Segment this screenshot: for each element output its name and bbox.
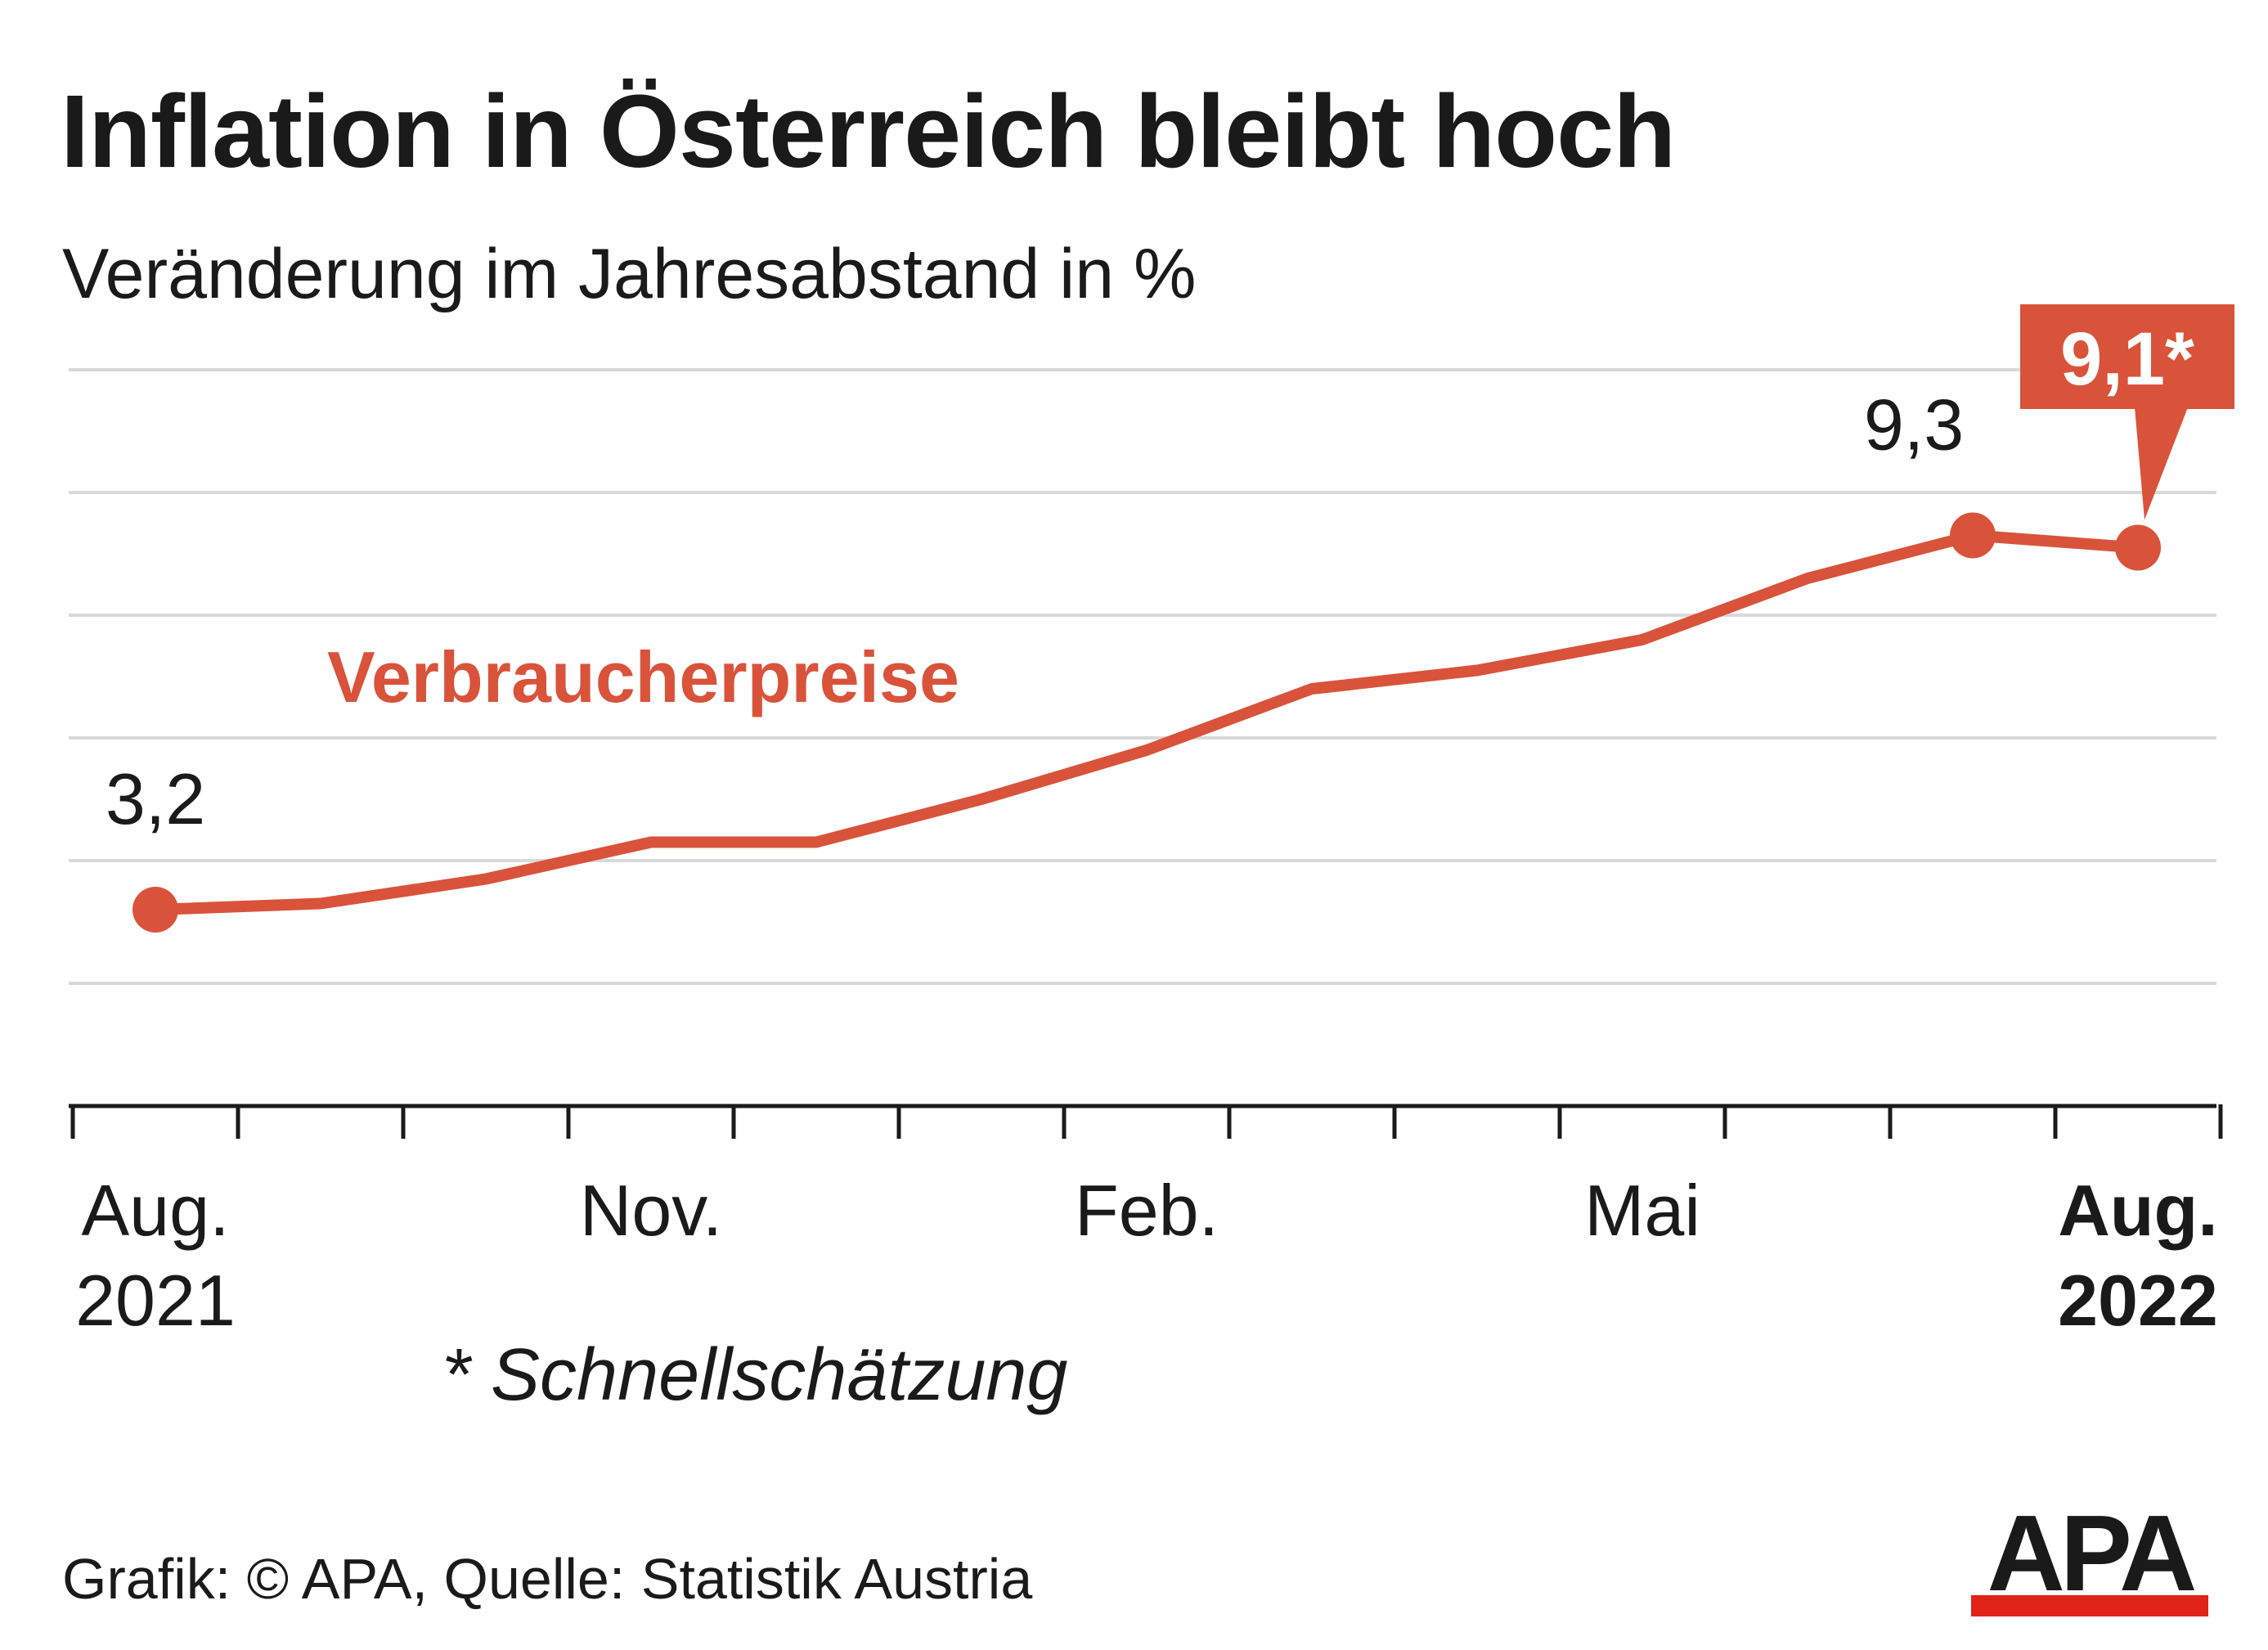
chart-subtitle: Veränderung im Jahresabstand in %	[62, 235, 1197, 313]
x-tick-label-year: 2021	[75, 1260, 236, 1341]
data-label-callout: 9,1*	[2060, 317, 2194, 401]
x-tick-label-year: 2022	[2058, 1260, 2218, 1341]
data-point	[1950, 512, 1996, 559]
data-point	[132, 887, 178, 933]
x-tick-label-month: Aug.	[81, 1170, 229, 1251]
data-label: 3,2	[106, 758, 205, 839]
x-tick-label-month: Nov.	[580, 1170, 722, 1251]
callout-box	[2020, 304, 2234, 409]
apa-logo-text: APA	[1987, 1504, 2195, 1613]
data-point	[2115, 524, 2161, 571]
source-credit: Grafik: © APA, Quelle: Statistik Austria	[62, 1547, 1033, 1611]
series-line	[150, 529, 2144, 915]
apa-logo: APA	[1971, 1504, 2208, 1616]
series-label: Verbraucherpreise	[327, 636, 959, 717]
gridlines	[69, 368, 2216, 985]
data-label: 9,3	[1864, 384, 1964, 465]
footnote: * Schnellschätzung	[442, 1334, 1068, 1416]
x-axis	[69, 1104, 2223, 1139]
callout-pointer	[2135, 407, 2188, 520]
x-tick-labels: Aug. 2021 Nov. Feb. Mai Aug. 2022	[75, 1170, 2218, 1341]
apa-logo-bar	[1971, 1595, 2208, 1616]
x-tick-label-month: Aug.	[2058, 1170, 2218, 1251]
x-tick-label-month: Feb.	[1075, 1170, 1219, 1251]
data-labels: 3,2 9,3 9,1*	[106, 304, 2234, 933]
series-verbraucherpreise: Verbraucherpreise	[150, 529, 2144, 915]
chart-title: Inflation in Österreich bleibt hoch	[61, 74, 1676, 189]
x-tick-label-month: Mai	[1584, 1170, 1700, 1251]
